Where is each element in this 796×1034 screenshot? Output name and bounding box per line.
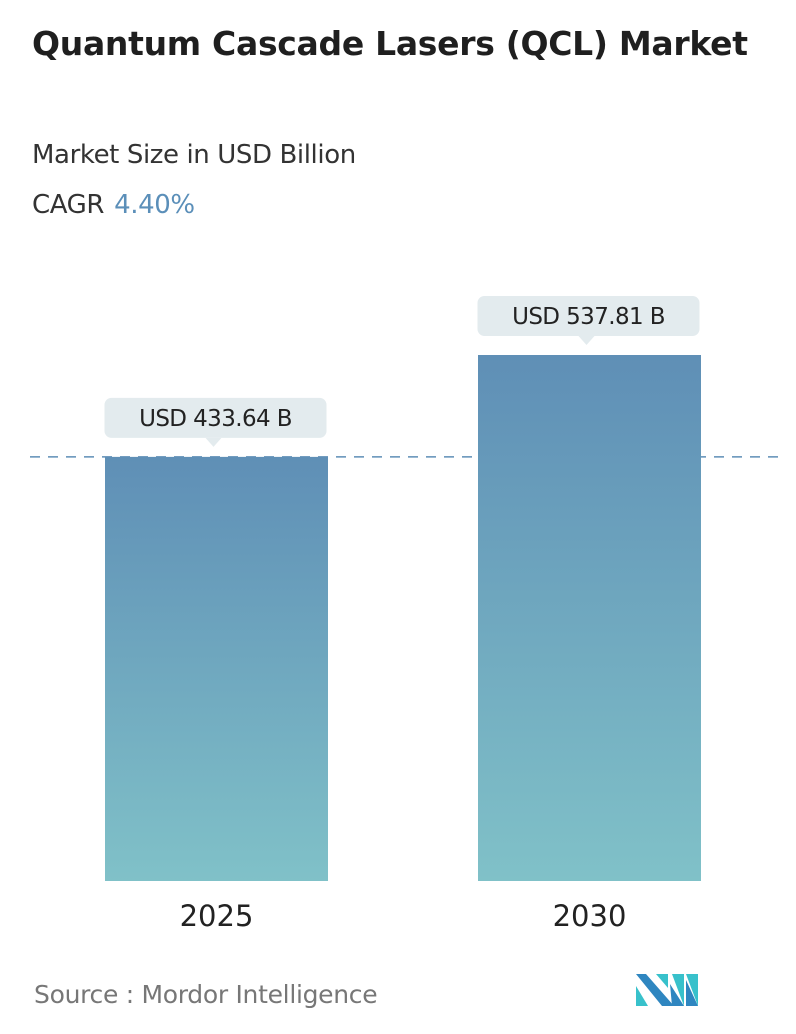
mordor-intelligence-logo <box>636 974 698 1006</box>
cagr: CAGR 4.40% <box>32 190 195 220</box>
data-label-pointer <box>578 336 595 345</box>
bar-2025 <box>105 456 328 881</box>
chart-title: Quantum Cascade Lasers (QCL) Market <box>32 24 748 63</box>
data-label-box <box>477 296 700 336</box>
bar-chart: USD 433.64 B 2025 USD 537.81 B 2030 <box>30 296 786 933</box>
data-label-pointer <box>205 437 222 447</box>
bar-2030 <box>478 355 701 881</box>
cagr-value: 4.40% <box>114 190 195 220</box>
data-label: USD 433.64 B <box>139 406 292 432</box>
x-tick-label: 2030 <box>553 899 627 933</box>
data-label-box <box>104 397 327 438</box>
x-tick-label: 2025 <box>180 899 254 933</box>
source-text: Source : Mordor Intelligence <box>34 980 378 1009</box>
chart-subtitle: Market Size in USD Billion <box>32 140 356 170</box>
data-label: USD 537.81 B <box>512 304 665 330</box>
cagr-label: CAGR <box>32 190 105 220</box>
